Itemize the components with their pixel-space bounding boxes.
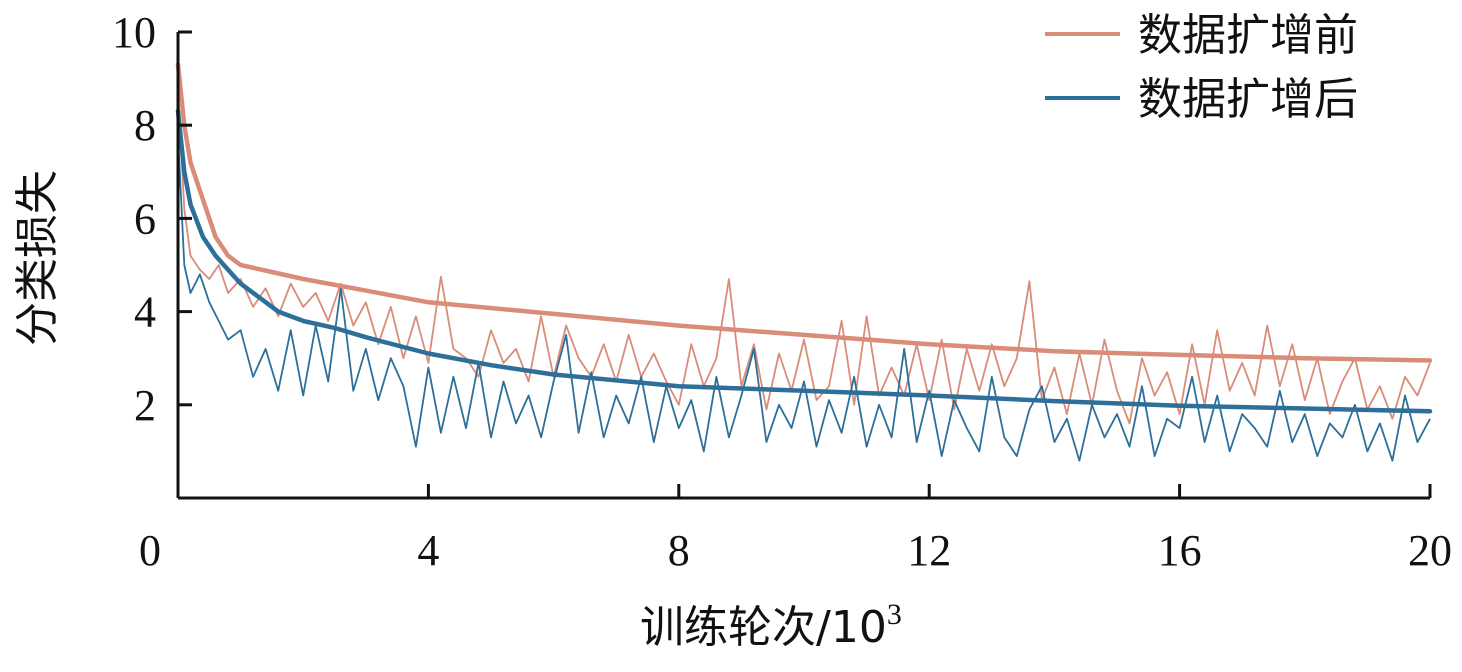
y-tick-label: 8	[134, 101, 156, 150]
y-ticks: 2 4 6 8 10	[112, 8, 192, 430]
series-smooth-line-1	[175, 108, 1433, 414]
x-tick-label: 20	[1408, 526, 1452, 575]
series-raw-line-0	[177, 87, 1431, 425]
legend-label-after: 数据扩增后	[1138, 74, 1358, 125]
legend: 数据扩增前 数据扩增后	[1045, 10, 1358, 125]
x-tick-label: 8	[668, 526, 690, 575]
x-tick-label: 12	[907, 526, 951, 575]
x-tick-label: 16	[1158, 526, 1202, 575]
y-axis-title: 分类损失	[12, 170, 63, 346]
x-axis-title: 训练轮次/103	[640, 598, 902, 653]
y-tick-label: 4	[134, 288, 156, 337]
y-tick-label: 6	[134, 194, 156, 243]
series-layer	[175, 62, 1433, 462]
series-raw-line-1	[177, 134, 1431, 462]
legend-label-before: 数据扩增前	[1138, 10, 1358, 61]
x-ticks: 0 4 8 12 16 20	[139, 484, 1452, 575]
x-tick-label: 4	[417, 526, 439, 575]
y-tick-label: 10	[112, 8, 156, 57]
x-tick-label: 0	[139, 526, 161, 575]
y-tick-label: 2	[134, 381, 156, 430]
series-smooth-line-0	[175, 62, 1433, 363]
